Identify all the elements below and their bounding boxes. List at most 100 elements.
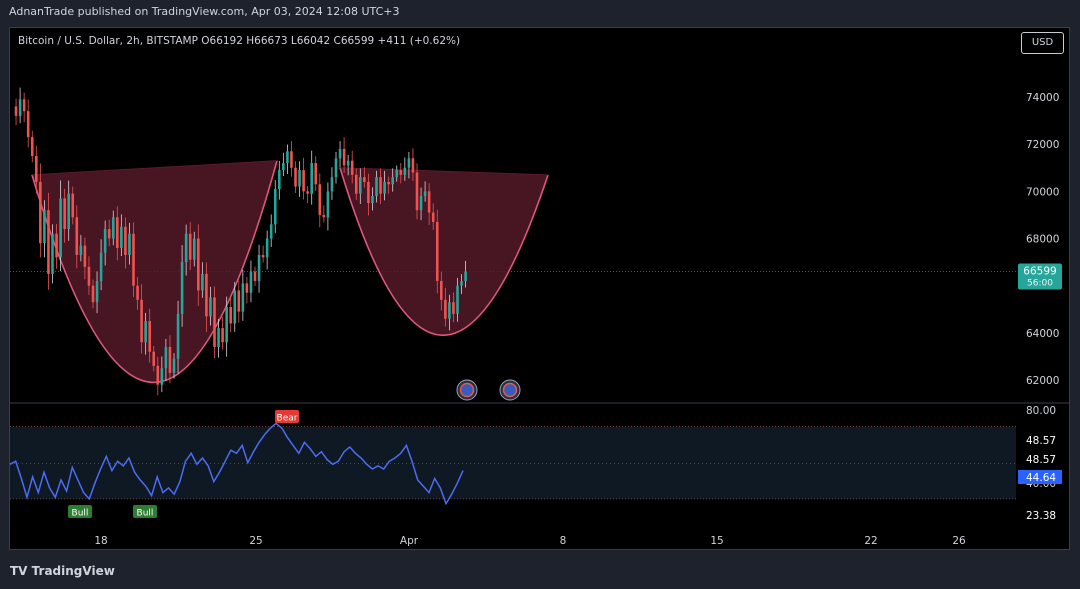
candle-body: [140, 299, 143, 343]
candle-body: [456, 285, 459, 314]
candle-body: [63, 198, 66, 230]
cup-pattern-rim-2: [339, 167, 549, 176]
candle-body: [253, 271, 257, 281]
candle-body: [399, 170, 403, 175]
candle-body: [120, 226, 123, 248]
candle-body: [290, 151, 293, 168]
candle-body: [241, 283, 245, 312]
cup-pattern-fill-1: [32, 160, 277, 383]
price-tick-label: 74000: [1026, 92, 1059, 104]
candle-body: [354, 174, 358, 194]
candle-body: [116, 217, 119, 248]
candle-body: [180, 262, 184, 314]
time-tick-label: Apr: [400, 535, 419, 547]
candle-body: [322, 214, 326, 218]
candle-body: [107, 229, 111, 239]
candle-body: [350, 160, 354, 175]
current-price-label: 66599: [1023, 266, 1056, 278]
candle-body: [286, 151, 289, 164]
candle-body: [103, 229, 107, 253]
cup-pattern-fill-2: [340, 167, 548, 336]
brand-name: TradingView: [31, 564, 115, 578]
event-flag-icon-inner: [459, 382, 475, 398]
candle-body: [440, 280, 443, 300]
price-tick-label: 62000: [1026, 375, 1059, 387]
grid-layer: [10, 271, 1069, 404]
candle-body: [99, 252, 103, 281]
candle-body: [269, 224, 273, 239]
candle-body: [411, 158, 415, 173]
price-tick-label: 68000: [1026, 234, 1059, 246]
time-tick-label: 15: [710, 535, 723, 547]
candle-body: [221, 328, 224, 343]
candle-body: [261, 255, 265, 258]
rsi-signal-label: Bull: [137, 509, 154, 519]
candle-body: [419, 196, 423, 211]
candle-body: [460, 281, 463, 286]
tv-logo-icon: TV: [10, 564, 28, 578]
candle-body: [298, 170, 301, 187]
candle-body: [26, 111, 30, 138]
candle-body: [359, 177, 362, 194]
candle-body: [383, 181, 386, 194]
time-tick-label: 25: [249, 535, 262, 547]
rsi-last-label: 48.57: [1026, 454, 1056, 466]
rsi-line: [9, 422, 464, 506]
candle-body: [201, 273, 204, 291]
time-tick-label: 18: [94, 535, 107, 547]
candle-body: [75, 217, 79, 256]
rsi-signal-label: Bull: [72, 509, 89, 519]
price-tick-label: 64000: [1026, 328, 1059, 340]
rsi-current-tag: [1018, 470, 1062, 484]
tradingview-logo[interactable]: TV TradingView: [10, 564, 115, 578]
candle-body: [35, 155, 38, 182]
candle-body: [176, 313, 180, 359]
time-tick-label: 8: [560, 535, 567, 547]
rsi-level-mid: 48.57: [1026, 435, 1056, 447]
candle-body: [95, 280, 99, 303]
candle-body: [464, 271, 467, 282]
candle-body: [91, 285, 95, 303]
candle-body: [314, 163, 318, 185]
candle-body: [423, 191, 427, 197]
candle-body: [164, 346, 168, 369]
candle-body: [18, 99, 22, 116]
rsi-level-tag-bg: [1018, 433, 1062, 447]
candle-body: [387, 181, 390, 185]
candle-body: [132, 233, 135, 286]
candle-body: [124, 226, 127, 256]
event-flag-icon-inner: [502, 382, 518, 398]
candle-body: [87, 266, 91, 286]
candle-body: [71, 193, 75, 218]
candle-body: [172, 358, 176, 373]
candle-body: [371, 196, 374, 204]
candle-body: [448, 302, 451, 319]
candle-body: [367, 181, 370, 204]
candle-body: [294, 167, 297, 187]
candle-body: [168, 346, 172, 373]
candle-body: [395, 170, 399, 178]
candle-body: [452, 302, 455, 314]
candle-body: [184, 233, 188, 263]
candle-body: [302, 170, 305, 192]
candle-body: [257, 255, 261, 281]
candle-body: [47, 210, 50, 274]
candle-body: [391, 177, 394, 185]
symbol-info: Bitcoin / U.S. Dollar, 2h, BITSTAMP O661…: [18, 35, 461, 47]
candle-body: [237, 290, 241, 312]
candle-body: [83, 245, 87, 267]
candle-body: [160, 368, 164, 385]
current-price-tag: [1018, 263, 1062, 290]
candle-body: [233, 290, 237, 324]
candle-body: [197, 238, 200, 291]
candle-body: [245, 283, 249, 293]
time-tick-label: 22: [864, 535, 877, 547]
candle-body: [330, 177, 334, 192]
candle-body: [213, 297, 216, 347]
candle-body: [39, 181, 42, 244]
candle-body: [415, 172, 419, 211]
candle-body: [152, 351, 156, 366]
currency-button[interactable]: USD: [1021, 32, 1064, 54]
axes: 74000 72000 70000 68000 64000 62000 6659956:00…: [94, 92, 1062, 547]
